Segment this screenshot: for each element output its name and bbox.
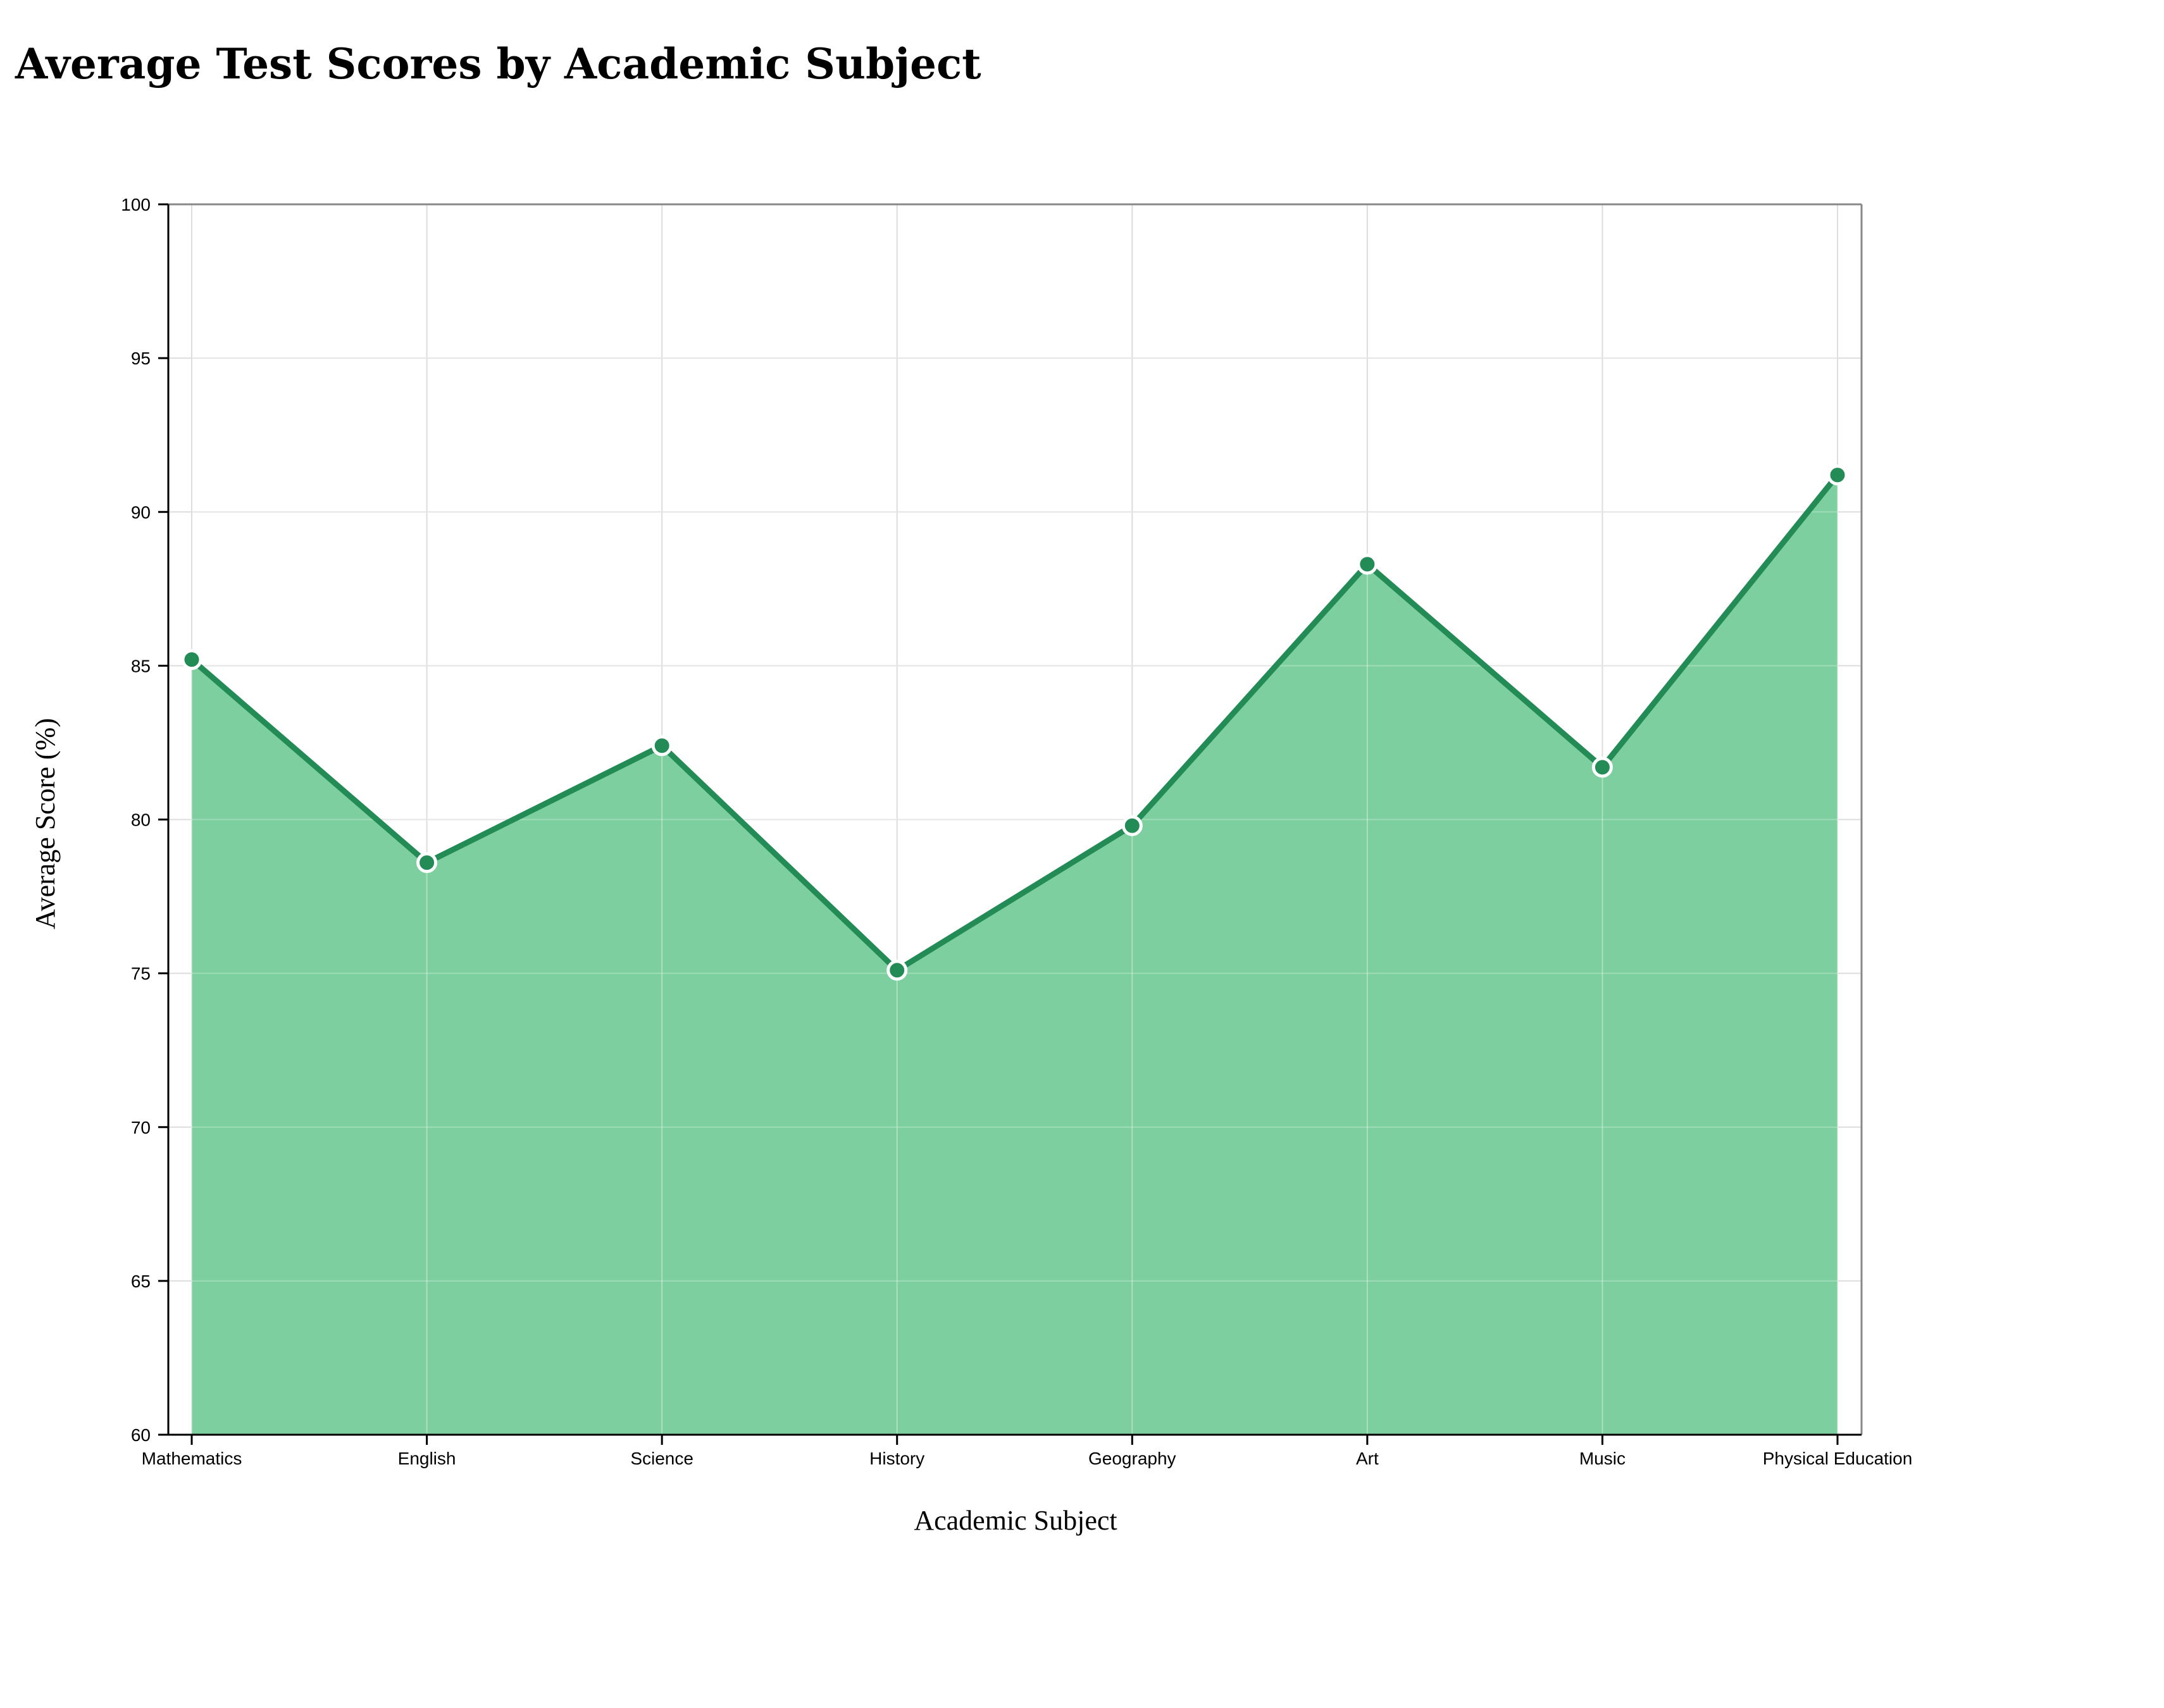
data-markers xyxy=(181,464,1848,981)
data-point[interactable] xyxy=(1591,757,1613,778)
x-tick-label: Music xyxy=(1579,1449,1626,1468)
x-tick-label: Mathematics xyxy=(142,1449,242,1468)
y-tick-label: 95 xyxy=(131,349,151,368)
y-tick-label: 65 xyxy=(131,1272,151,1291)
data-point[interactable] xyxy=(1121,815,1143,836)
data-point[interactable] xyxy=(1357,554,1378,575)
data-point[interactable] xyxy=(416,852,438,874)
y-tick-label: 75 xyxy=(131,964,151,984)
data-point[interactable] xyxy=(181,649,202,671)
x-tick-label: English xyxy=(398,1449,456,1468)
y-tick-label: 80 xyxy=(131,810,151,830)
y-tick-label: 70 xyxy=(131,1118,151,1137)
x-tick-label: Geography xyxy=(1088,1449,1176,1468)
area-fill xyxy=(192,474,1838,1435)
x-tick-label: History xyxy=(869,1449,924,1468)
data-point[interactable] xyxy=(651,735,673,757)
y-tick-label: 85 xyxy=(131,656,151,676)
y-tick-label: 100 xyxy=(121,195,151,214)
data-point[interactable] xyxy=(1827,464,1848,486)
x-tick-label: Science xyxy=(630,1449,693,1468)
x-axis-title: Academic Subject xyxy=(914,1505,1117,1536)
y-axis-title: Average Score (%) xyxy=(30,718,61,929)
series-line xyxy=(190,473,1840,974)
chart-title: Average Test Scores by Academic Subject xyxy=(15,39,981,89)
y-tick-label: 90 xyxy=(131,502,151,522)
area-layer xyxy=(190,204,1840,1435)
x-tick-label: Art xyxy=(1356,1449,1379,1468)
x-tick-label: Physical Education xyxy=(1763,1449,1913,1468)
y-tick-label: 60 xyxy=(131,1425,151,1445)
axes: 60 65 70 75 80 85 90 95 100 Mathematics English Sci… xyxy=(121,195,1912,1468)
data-point[interactable] xyxy=(886,960,908,981)
